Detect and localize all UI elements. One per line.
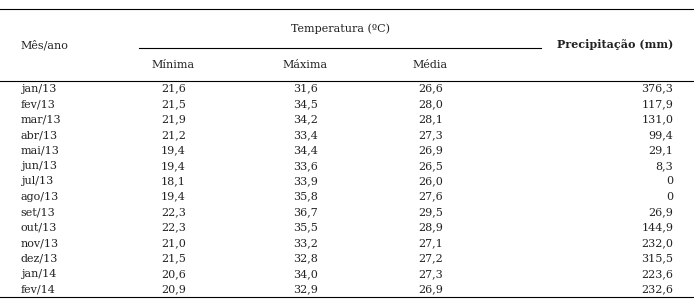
Text: 27,6: 27,6 — [418, 192, 443, 202]
Text: 33,4: 33,4 — [293, 130, 318, 140]
Text: Precipitação (mm): Precipitação (mm) — [557, 40, 673, 50]
Text: 21,0: 21,0 — [161, 238, 186, 248]
Text: 21,9: 21,9 — [161, 115, 186, 124]
Text: 33,9: 33,9 — [293, 176, 318, 186]
Text: 34,5: 34,5 — [293, 99, 318, 109]
Text: 33,6: 33,6 — [293, 161, 318, 171]
Text: 32,8: 32,8 — [293, 254, 318, 263]
Text: 27,3: 27,3 — [418, 130, 443, 140]
Text: 26,6: 26,6 — [418, 84, 443, 94]
Text: 29,1: 29,1 — [648, 146, 673, 155]
Text: 22,3: 22,3 — [161, 223, 186, 232]
Text: 33,2: 33,2 — [293, 238, 318, 248]
Text: jun/13: jun/13 — [21, 161, 57, 171]
Text: ago/13: ago/13 — [21, 192, 59, 202]
Text: 232,6: 232,6 — [641, 284, 673, 294]
Text: Mínima: Mínima — [152, 59, 195, 70]
Text: 19,4: 19,4 — [161, 146, 186, 155]
Text: 26,9: 26,9 — [418, 284, 443, 294]
Text: 26,9: 26,9 — [648, 207, 673, 217]
Text: Mês/ano: Mês/ano — [21, 40, 69, 50]
Text: 32,9: 32,9 — [293, 284, 318, 294]
Text: 144,9: 144,9 — [641, 223, 673, 232]
Text: jan/13: jan/13 — [21, 84, 56, 94]
Text: 35,5: 35,5 — [293, 223, 318, 232]
Text: 27,2: 27,2 — [418, 254, 443, 263]
Text: 99,4: 99,4 — [648, 130, 673, 140]
Text: 20,9: 20,9 — [161, 284, 186, 294]
Text: 0: 0 — [666, 192, 673, 202]
Text: 21,5: 21,5 — [161, 254, 186, 263]
Text: mai/13: mai/13 — [21, 146, 60, 155]
Text: 26,5: 26,5 — [418, 161, 443, 171]
Text: set/13: set/13 — [21, 207, 56, 217]
Text: Máxima: Máxima — [282, 59, 328, 70]
Text: 34,4: 34,4 — [293, 146, 318, 155]
Text: 29,5: 29,5 — [418, 207, 443, 217]
Text: fev/13: fev/13 — [21, 99, 56, 109]
Text: 19,4: 19,4 — [161, 161, 186, 171]
Text: 28,0: 28,0 — [418, 99, 443, 109]
Text: 28,1: 28,1 — [418, 115, 443, 124]
Text: jan/14: jan/14 — [21, 269, 56, 279]
Text: 26,9: 26,9 — [418, 146, 443, 155]
Text: 232,0: 232,0 — [641, 238, 673, 248]
Text: 19,4: 19,4 — [161, 192, 186, 202]
Text: 0: 0 — [666, 176, 673, 186]
Text: Temperatura (ºC): Temperatura (ºC) — [291, 23, 389, 34]
Text: 27,1: 27,1 — [418, 238, 443, 248]
Text: 26,0: 26,0 — [418, 176, 443, 186]
Text: 376,3: 376,3 — [641, 84, 673, 94]
Text: abr/13: abr/13 — [21, 130, 58, 140]
Text: dez/13: dez/13 — [21, 254, 58, 263]
Text: 22,3: 22,3 — [161, 207, 186, 217]
Text: out/13: out/13 — [21, 223, 57, 232]
Text: 18,1: 18,1 — [161, 176, 186, 186]
Text: 315,5: 315,5 — [641, 254, 673, 263]
Text: jul/13: jul/13 — [21, 176, 53, 186]
Text: 117,9: 117,9 — [641, 99, 673, 109]
Text: nov/13: nov/13 — [21, 238, 59, 248]
Text: 34,0: 34,0 — [293, 269, 318, 279]
Text: fev/14: fev/14 — [21, 284, 56, 294]
Text: 21,2: 21,2 — [161, 130, 186, 140]
Text: 36,7: 36,7 — [293, 207, 318, 217]
Text: mar/13: mar/13 — [21, 115, 62, 124]
Text: 34,2: 34,2 — [293, 115, 318, 124]
Text: 131,0: 131,0 — [641, 115, 673, 124]
Text: 21,5: 21,5 — [161, 99, 186, 109]
Text: 31,6: 31,6 — [293, 84, 318, 94]
Text: 8,3: 8,3 — [655, 161, 673, 171]
Text: Média: Média — [413, 59, 448, 70]
Text: 28,9: 28,9 — [418, 223, 443, 232]
Text: 35,8: 35,8 — [293, 192, 318, 202]
Text: 27,3: 27,3 — [418, 269, 443, 279]
Text: 20,6: 20,6 — [161, 269, 186, 279]
Text: 21,6: 21,6 — [161, 84, 186, 94]
Text: 223,6: 223,6 — [641, 269, 673, 279]
